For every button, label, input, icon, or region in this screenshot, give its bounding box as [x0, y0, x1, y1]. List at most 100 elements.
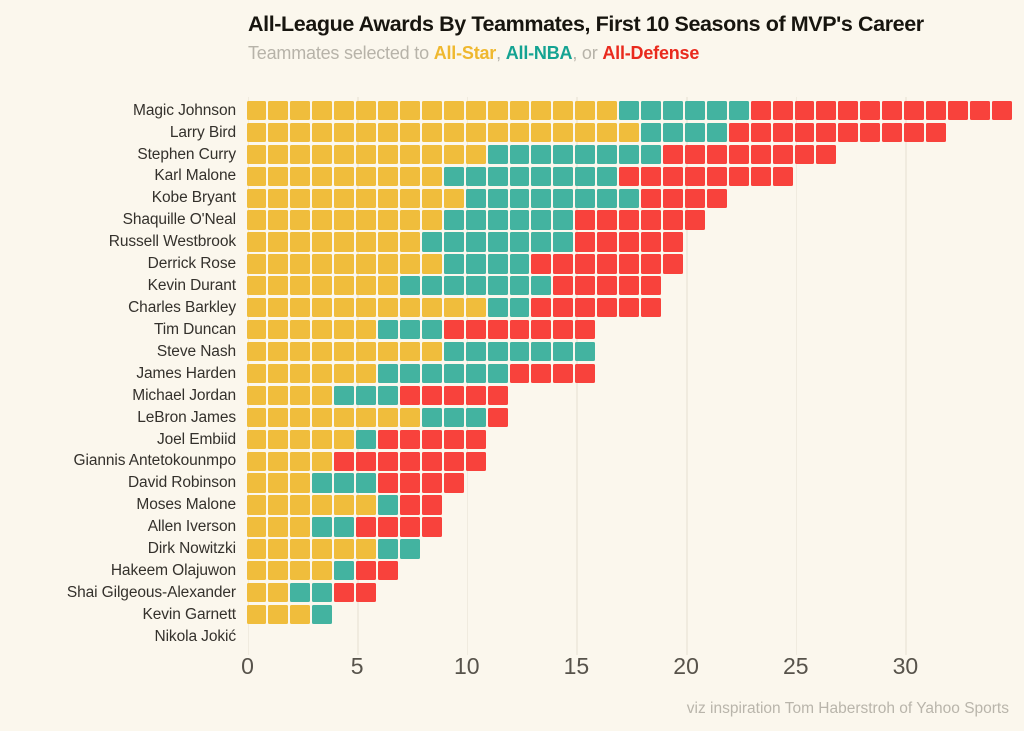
award-square-all-defense — [728, 166, 749, 186]
award-square-all-nba — [443, 254, 464, 274]
award-square-all-defense — [684, 144, 705, 164]
player-row: Nikola Jokić — [0, 626, 1024, 648]
award-square-all-star — [290, 473, 311, 493]
award-square-all-defense — [575, 363, 596, 384]
award-square-all-star — [312, 385, 333, 406]
award-squares — [246, 473, 464, 493]
award-square-all-defense — [465, 451, 486, 471]
player-label: Russell Westbrook — [108, 233, 236, 251]
player-row: Hakeem Olajuwon — [0, 560, 1024, 582]
award-square-all-nba — [465, 276, 486, 296]
player-label: Shai Gilgeous-Alexander — [66, 583, 236, 601]
award-square-all-defense — [356, 583, 377, 603]
award-square-all-star — [246, 583, 267, 603]
award-square-all-nba — [312, 473, 333, 493]
award-square-all-defense — [597, 298, 618, 318]
award-square-all-star — [356, 298, 377, 318]
award-square-all-star — [465, 122, 486, 143]
award-square-all-star — [290, 429, 311, 449]
award-square-all-defense — [575, 254, 596, 274]
award-square-all-star — [246, 495, 267, 515]
award-square-all-defense — [991, 100, 1012, 121]
award-square-all-star — [268, 605, 289, 625]
player-label: Joel Embiid — [156, 430, 236, 448]
award-square-all-nba — [443, 210, 464, 230]
award-square-all-star — [290, 144, 311, 164]
award-square-all-defense — [334, 583, 355, 603]
award-square-all-star — [531, 122, 552, 143]
award-square-all-star — [246, 605, 267, 625]
player-label: Dirk Nowitzki — [147, 540, 236, 558]
award-square-all-star — [356, 232, 377, 252]
award-square-all-nba — [465, 341, 486, 362]
award-square-all-star — [246, 166, 267, 186]
award-square-all-star — [334, 363, 355, 384]
award-square-all-star — [312, 276, 333, 296]
award-square-all-nba — [378, 363, 398, 384]
award-square-all-star — [246, 539, 267, 559]
award-square-all-star — [553, 100, 574, 121]
award-square-all-star — [290, 363, 311, 384]
award-square-all-star — [334, 320, 355, 340]
award-square-all-star — [268, 100, 289, 121]
award-square-all-defense — [641, 166, 662, 186]
award-square-all-defense — [882, 122, 903, 143]
award-square-all-defense — [728, 144, 749, 164]
award-squares — [246, 232, 683, 252]
award-square-all-star — [268, 385, 289, 406]
player-row: Magic Johnson — [0, 100, 1024, 122]
award-square-all-star — [246, 517, 267, 537]
award-square-all-defense — [619, 232, 640, 252]
award-square-all-nba — [641, 100, 662, 121]
award-square-all-star — [290, 495, 311, 515]
award-square-all-defense — [553, 298, 574, 318]
award-square-all-nba — [421, 232, 442, 252]
award-square-all-nba — [531, 210, 552, 230]
award-square-all-nba — [399, 539, 420, 559]
award-square-all-defense — [443, 451, 464, 471]
award-square-all-defense — [378, 517, 398, 537]
award-square-all-star — [246, 385, 267, 406]
award-square-all-star — [619, 122, 640, 143]
award-square-all-defense — [399, 451, 420, 471]
award-square-all-star — [312, 495, 333, 515]
award-square-all-star — [312, 363, 333, 384]
award-square-all-nba — [663, 100, 683, 121]
award-squares — [246, 429, 486, 449]
award-square-all-defense — [663, 166, 683, 186]
award-square-all-star — [378, 144, 398, 164]
award-square-all-defense — [465, 429, 486, 449]
award-square-all-nba — [531, 144, 552, 164]
award-square-all-star — [356, 320, 377, 340]
award-square-all-defense — [663, 188, 683, 208]
player-label: Nikola Jokić — [154, 627, 237, 645]
award-square-all-nba — [378, 495, 398, 515]
award-square-all-star — [399, 100, 420, 121]
award-square-all-star — [334, 166, 355, 186]
award-square-all-defense — [816, 144, 837, 164]
award-square-all-star — [290, 166, 311, 186]
award-square-all-star — [399, 254, 420, 274]
award-square-all-star — [356, 341, 377, 362]
award-square-all-defense — [597, 232, 618, 252]
award-square-all-nba — [619, 188, 640, 208]
award-square-all-star — [399, 341, 420, 362]
award-square-all-star — [246, 451, 267, 471]
award-squares — [246, 363, 596, 384]
award-square-all-defense — [794, 122, 815, 143]
award-square-all-star — [421, 210, 442, 230]
player-row: Shaquille O'Neal — [0, 209, 1024, 231]
award-square-all-star — [246, 363, 267, 384]
award-square-all-defense — [619, 298, 640, 318]
award-square-all-nba — [356, 429, 377, 449]
award-square-all-defense — [948, 100, 968, 121]
gridline — [686, 97, 688, 655]
award-square-all-nba — [290, 583, 311, 603]
award-square-all-defense — [399, 385, 420, 406]
player-label: Kobe Bryant — [151, 189, 236, 207]
award-square-all-defense — [465, 320, 486, 340]
award-square-all-star — [356, 210, 377, 230]
award-square-all-defense — [553, 320, 574, 340]
player-label: Giannis Antetokounmpo — [73, 452, 237, 470]
award-squares — [246, 451, 486, 471]
